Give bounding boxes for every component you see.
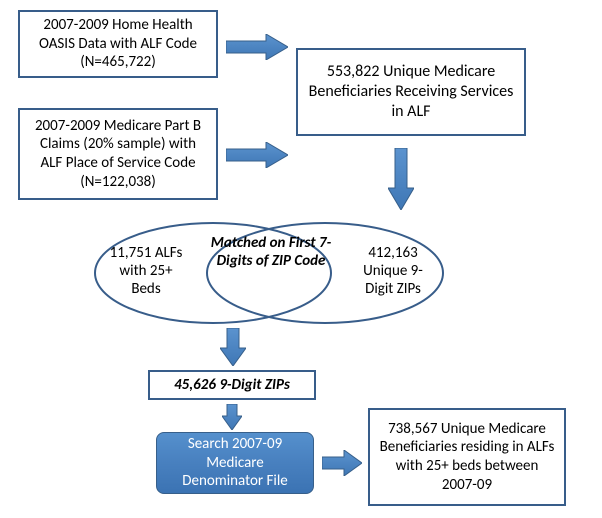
arrow-search-to-final [322, 450, 362, 476]
venn-center-text: Matched on First 7-Digits of ZIP Code [211, 234, 331, 270]
box-zip-result: 45,626 9-Digit ZIPs [148, 370, 316, 400]
venn-center-label: Matched on First 7-Digits of ZIP Code [208, 234, 334, 270]
venn-right-label: 412,163 Unique 9-Digit ZIPs [354, 244, 432, 298]
box-partb: 2007-2009 Medicare Part B Claims (20% sa… [18, 108, 218, 200]
arrow-partb-to-unique [226, 142, 288, 168]
box-final-text: 738,567 Unique Medicare Beneficiaries re… [378, 420, 556, 495]
arrow-oasis-to-unique [226, 34, 288, 60]
box-search-denominator: Search 2007-09 Medicare Denominator File [156, 432, 314, 494]
box-zip-result-text: 45,626 9-Digit ZIPs [174, 376, 290, 395]
arrow-venn-to-zipresult [220, 328, 246, 366]
venn-left-text: 11,751 ALFs with 25+ Beds [110, 244, 183, 298]
box-search-text: Search 2007-09 Medicare Denominator File [167, 435, 303, 491]
box-final-result: 738,567 Unique Medicare Beneficiaries re… [368, 408, 566, 506]
box-oasis: 2007-2009 Home Health OASIS Data with AL… [18, 10, 218, 78]
arrow-zipresult-to-search [222, 404, 242, 430]
box-unique-beneficiaries: 553,822 Unique Medicare Beneficiaries Re… [296, 48, 526, 136]
venn-left-label: 11,751 ALFs with 25+ Beds [108, 244, 184, 298]
box-oasis-text: 2007-2009 Home Health OASIS Data with AL… [28, 16, 208, 72]
box-unique-text: 553,822 Unique Medicare Beneficiaries Re… [306, 62, 516, 122]
arrow-unique-to-venn [388, 148, 414, 210]
venn-right-text: 412,163 Unique 9-Digit ZIPs [363, 244, 423, 298]
box-partb-text: 2007-2009 Medicare Part B Claims (20% sa… [28, 117, 208, 192]
